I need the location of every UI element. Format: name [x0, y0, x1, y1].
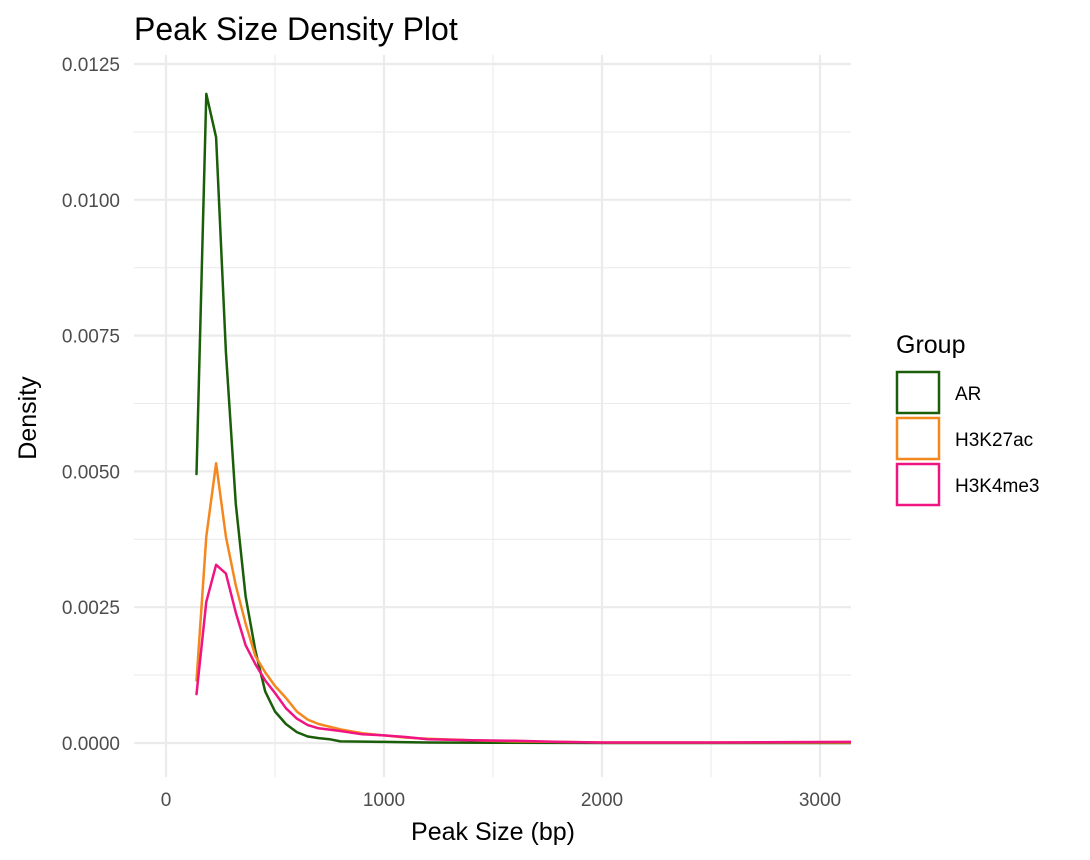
legend-key-h3k4me3 — [895, 462, 941, 507]
x-tick-label: 2000 — [581, 790, 623, 811]
x-tick-label: 3000 — [799, 790, 841, 811]
y-tick-label: 0.0050 — [62, 462, 120, 483]
series-line-ar — [195, 92, 851, 745]
x-tick-label: 1000 — [363, 790, 405, 811]
legend-label-h3k4me3: H3K4me3 — [955, 476, 1040, 497]
series-line-h3k4me3 — [195, 563, 851, 744]
x-tick-label: 0 — [161, 790, 172, 811]
y-tick-label: 0.0125 — [62, 55, 120, 76]
chart-title: Peak Size Density Plot — [134, 11, 458, 47]
legend-key-ar — [895, 370, 941, 415]
x-axis-title: Peak Size (bp) — [411, 818, 575, 846]
y-axis-ticks: 0.0000 0.0025 0.0050 0.0075 0.0100 0.0125 — [62, 55, 120, 755]
y-tick-label: 0.0100 — [62, 191, 120, 212]
x-axis-ticks: 0 1000 2000 3000 — [161, 790, 841, 811]
legend-label-ar: AR — [955, 384, 981, 405]
y-tick-label: 0.0000 — [62, 734, 120, 755]
legend-label-h3k27ac: H3K27ac — [955, 430, 1033, 451]
series-line-h3k27ac — [195, 462, 851, 744]
legend-key-h3k27ac — [895, 416, 941, 461]
grid — [134, 55, 851, 777]
legend: Group AR H3K27ac H3K4me3 — [895, 331, 1040, 507]
y-tick-label: 0.0025 — [62, 598, 120, 619]
series-lines — [195, 92, 851, 745]
y-axis-title: Density — [14, 376, 42, 460]
y-tick-label: 0.0075 — [62, 327, 120, 348]
legend-title: Group — [896, 331, 965, 359]
